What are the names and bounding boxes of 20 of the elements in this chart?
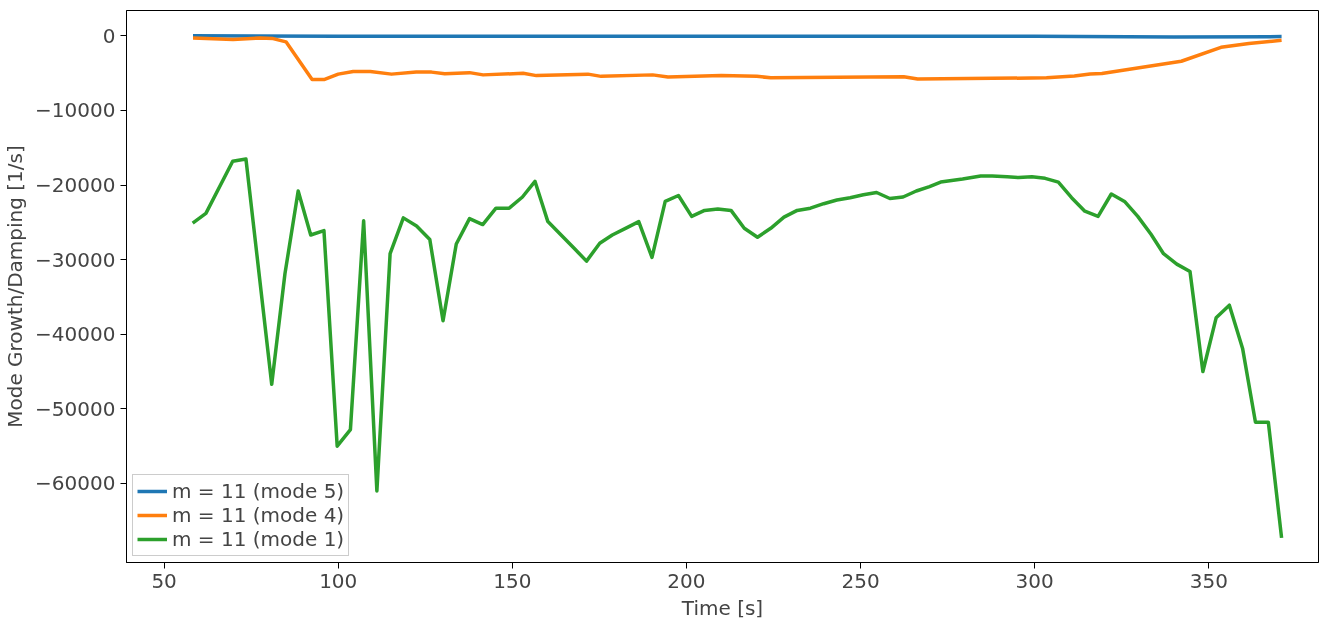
legend-label: m = 11 (mode 1) <box>172 527 345 551</box>
y-tick-label: −20000 <box>35 173 116 198</box>
y-tick-label: −60000 <box>35 471 116 496</box>
x-tick-label: 350 <box>1189 568 1228 593</box>
x-tick-label: 150 <box>493 568 532 593</box>
y-tick-label: −50000 <box>35 396 116 421</box>
legend-label: m = 11 (mode 4) <box>172 503 345 527</box>
y-tick-label: −40000 <box>35 322 116 347</box>
x-tick-label: 50 <box>151 568 177 593</box>
x-axis-title: Time [s] <box>680 595 764 620</box>
x-tick-label: 100 <box>319 568 358 593</box>
y-axis-title: Mode Growth/Damping [1/s] <box>3 145 28 428</box>
x-tick-label: 200 <box>667 568 706 593</box>
x-tick-label: 300 <box>1015 568 1054 593</box>
x-tick-label: 250 <box>841 568 880 593</box>
line-series <box>191 36 1284 82</box>
y-tick-label: −30000 <box>35 247 116 272</box>
y-tick-label: 0 <box>102 23 116 48</box>
legend-label: m = 11 (mode 5) <box>172 479 345 503</box>
y-tick-label: −10000 <box>35 98 116 123</box>
